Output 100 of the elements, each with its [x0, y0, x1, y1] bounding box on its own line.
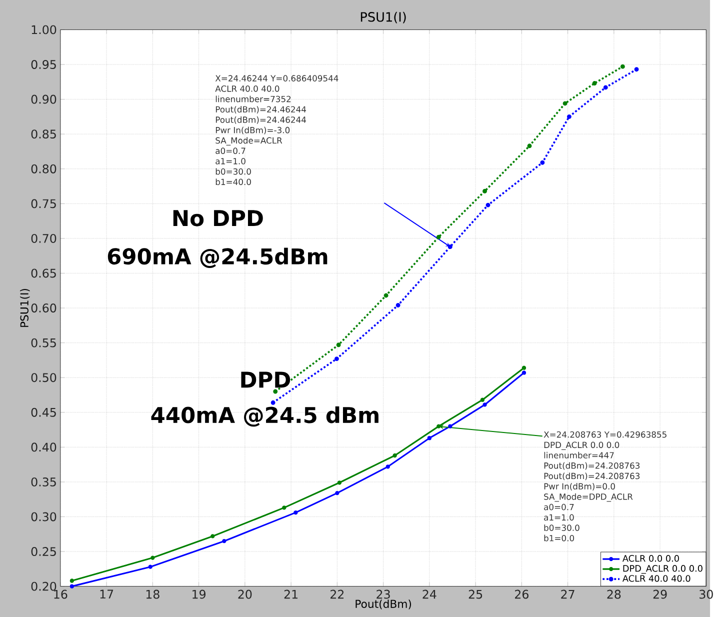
y-tick-label: 0.80: [31, 164, 56, 174]
point: [70, 578, 74, 583]
point: [527, 144, 532, 148]
y-tick-label: 0.45: [31, 408, 56, 417]
annotation: linenumber=7352: [216, 96, 291, 102]
point: [392, 453, 397, 458]
y-tick-label: 0.95: [31, 60, 56, 69]
point: [486, 202, 490, 208]
x-tick-label: 21: [284, 590, 298, 599]
legend-label: ACLR 40.0 40.0: [622, 575, 690, 582]
point: [270, 400, 276, 405]
annotation: Pout(dBm)=24.46244: [216, 116, 306, 124]
point: [482, 188, 487, 194]
annotation: a1=1.0: [544, 514, 574, 521]
annotation: ACLR 40.0 40.0: [215, 85, 280, 92]
point: [566, 114, 572, 119]
point: [273, 389, 278, 394]
x-tick-label: 16: [54, 590, 68, 599]
x-tick-label: 19: [192, 590, 206, 599]
point: [386, 464, 390, 469]
annotation: Pout(dBm)=24.46244: [216, 106, 306, 114]
y-tick-label: 0.60: [31, 304, 56, 312]
point: [336, 342, 341, 348]
annotation: Pout(dBm)=24.208763: [544, 462, 640, 470]
annotation: Pwr In(dBm)=-3.0: [216, 126, 290, 134]
point: [562, 101, 568, 106]
y-tick-label: 0.70: [31, 234, 56, 243]
annotation: b0=30.0: [544, 524, 580, 531]
point: [335, 491, 340, 496]
point: [148, 564, 152, 569]
x-tick-label: 28: [607, 590, 621, 599]
annotation: b1=0.0: [544, 534, 574, 542]
y-tick-label: 0.25: [31, 547, 56, 556]
point: [282, 506, 286, 510]
legend-label: ACLR 0.0 0.0: [622, 554, 679, 562]
x-tick-label: 20: [238, 590, 252, 599]
y-axis-title: PSU1(I): [20, 288, 30, 327]
annotation: X=24.208763 Y=0.42963855: [544, 431, 666, 438]
y-tick-label: 0.40: [31, 442, 56, 452]
x-tick-label: 26: [515, 590, 528, 599]
point: [222, 539, 226, 544]
y-tick-label: 0.90: [31, 94, 56, 104]
point: [522, 370, 526, 375]
annotation: a1=1.0: [216, 158, 246, 164]
x-tick-label: 22: [330, 590, 344, 599]
point: [603, 85, 608, 90]
point: [427, 436, 432, 440]
y-tick-label: 0.50: [31, 373, 56, 382]
annotation: No DPD: [173, 210, 263, 226]
x-tick-label: 30: [700, 590, 713, 599]
chart-title: PSU1(I): [360, 12, 406, 24]
annotation: 440mA @24.5 dBm: [151, 406, 378, 427]
annotation: Pwr In(dBm)=0.0: [544, 483, 615, 490]
x-tick-label: 27: [561, 590, 574, 599]
point: [482, 402, 487, 407]
x-tick-label: 23: [376, 590, 390, 599]
annotation: DPD: [241, 372, 290, 388]
point: [334, 356, 339, 362]
point: [70, 584, 74, 588]
annotation: a0=0.7: [216, 148, 246, 154]
point: [210, 534, 215, 538]
point: [620, 64, 625, 69]
x-tick-label: 24: [422, 590, 436, 599]
y-tick-label: 0.30: [31, 512, 56, 522]
point: [294, 510, 298, 515]
point: [384, 293, 388, 298]
y-tick-label: 0.35: [31, 477, 56, 486]
point: [396, 303, 400, 308]
annotation: a0=0.7: [544, 504, 574, 510]
annotation: X=24.46244 Y=0.686409544: [215, 75, 338, 82]
x-tick-label: 25: [468, 590, 482, 599]
x-tick-label: 17: [100, 590, 114, 598]
x-tick-label: 18: [146, 590, 160, 599]
y-tick-label: 1.00: [32, 25, 56, 34]
y-tick-label: 0.20: [31, 582, 56, 591]
annotation: b1=40.0: [216, 178, 251, 186]
annotation: b0=30.0: [216, 168, 251, 175]
legend-label: DPD_ACLR 0.0 0.0: [623, 565, 702, 574]
y-tick-label: 0.55: [31, 338, 56, 348]
annotation: SA_Mode=DPD_ACLR: [544, 493, 633, 502]
point: [634, 67, 639, 72]
point: [448, 424, 452, 428]
point: [436, 234, 441, 240]
point: [150, 556, 155, 560]
point: [522, 366, 526, 370]
point: [448, 244, 452, 250]
point: [337, 480, 342, 485]
point: [480, 398, 485, 402]
annotation: DPD_ACLR 0.0 0.0: [544, 442, 620, 450]
annotation: Pout(dBm)=24.208763: [544, 472, 640, 480]
x-axis-title: Pout(dBm): [356, 600, 412, 610]
y-tick-label: 0.65: [31, 268, 56, 278]
annotation: 690mA @24.5dBm: [108, 248, 328, 268]
annotation: linenumber=447: [544, 452, 614, 458]
point: [540, 160, 545, 165]
annotation: SA_Mode=ACLR: [216, 137, 282, 146]
y-tick-label: 0.75: [31, 199, 56, 208]
x-tick-label: 29: [653, 590, 667, 599]
point: [592, 81, 597, 86]
point: [436, 424, 441, 428]
